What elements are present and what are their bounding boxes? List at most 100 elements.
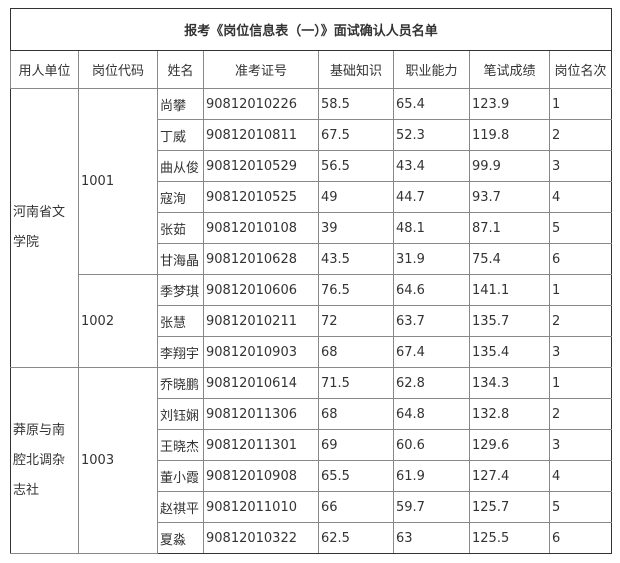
table-row: 王晓杰 90812011301 69 60.6 129.6 3 <box>11 429 613 461</box>
ability-cell: 60.6 <box>393 429 470 461</box>
rank-cell: 3 <box>548 429 613 461</box>
exam-id-cell: 90812011301 <box>203 429 319 461</box>
written-score-cell: 134.3 <box>469 367 550 399</box>
ability-cell: 63 <box>393 522 470 554</box>
ability-cell: 64.8 <box>393 398 470 430</box>
exam-id-cell: 90812010628 <box>203 243 319 275</box>
exam-id-cell: 90812011306 <box>203 398 319 430</box>
name-cell: 张茹 <box>157 212 204 244</box>
written-score-cell: 125.7 <box>469 491 550 523</box>
table-row: 甘海晶 90812010628 43.5 31.9 75.4 6 <box>11 243 613 275</box>
written-score-cell: 123.9 <box>469 88 550 120</box>
written-score-cell: 135.7 <box>469 305 550 337</box>
written-score-cell: 119.8 <box>469 119 550 151</box>
table-row: 张慧 90812010211 72 63.7 135.7 2 <box>11 305 613 337</box>
name-cell: 董小霞 <box>157 460 204 492</box>
rank-cell: 5 <box>548 212 613 244</box>
candidate-table: 报考《岗位信息表（一）》面试确认人员名单 用人单位 岗位代码 姓名 准考证号 基础知识职… <box>9 8 613 554</box>
written-score-cell: 87.1 <box>469 212 550 244</box>
name-cell: 张慧 <box>157 305 204 337</box>
ability-cell: 59.7 <box>393 491 470 523</box>
rank-cell: 1 <box>548 367 613 399</box>
ability-cell: 65.4 <box>393 88 470 120</box>
name-cell: 夏淼 <box>157 522 204 554</box>
rank-cell: 5 <box>548 491 613 523</box>
basic-knowledge-cell: 62.5 <box>318 522 394 554</box>
ability-cell: 31.9 <box>393 243 470 275</box>
name-cell: 寇洵 <box>157 181 204 213</box>
name-cell: 王晓杰 <box>157 429 204 461</box>
ability-cell: 62.8 <box>393 367 470 399</box>
exam-id-cell: 90812010903 <box>203 336 319 368</box>
unit-cell: 河南省文学院 <box>10 88 79 368</box>
table-row: 莽原与南腔北调杂志社 1003 乔晓鹏 90812010614 71.5 62.8 134.… <box>10 367 613 554</box>
written-score-cell: 132.8 <box>469 398 550 430</box>
exam-id-cell: 90812010226 <box>203 88 319 120</box>
name-cell: 赵祺平 <box>157 491 204 523</box>
table-title: 报考《岗位信息表（一）》面试确认人员名单 <box>9 8 613 51</box>
written-score-cell: 127.4 <box>469 460 550 492</box>
ability-cell: 43.4 <box>393 150 470 182</box>
name-cell: 乔晓鹏 <box>157 367 204 399</box>
name-cell: 甘海晶 <box>157 243 204 275</box>
exam-id-cell: 90812010108 <box>203 212 319 244</box>
basic-knowledge-cell: 66 <box>318 491 394 523</box>
column-header: 岗位代码 <box>78 50 158 89</box>
position-code-cell: 1002 <box>78 274 158 368</box>
basic-knowledge-cell: 76.5 <box>318 274 394 306</box>
exam-id-cell: 90812010525 <box>203 181 319 213</box>
rank-cell: 6 <box>548 522 613 554</box>
column-header: 职业能力 <box>393 50 470 89</box>
basic-knowledge-cell: 56.5 <box>318 150 394 182</box>
exam-id-cell: 90812011010 <box>203 491 319 523</box>
name-cell: 李翔宇 <box>157 336 204 368</box>
table-row: 夏淼 90812010322 62.5 63 125.5 6 <box>11 522 613 554</box>
basic-knowledge-cell: 69 <box>318 429 394 461</box>
basic-knowledge-cell: 71.5 <box>318 367 394 399</box>
exam-id-cell: 90812010606 <box>203 274 319 306</box>
rank-cell: 2 <box>548 398 613 430</box>
column-header: 基础知识 <box>318 50 394 89</box>
table-row: 曲从俊 90812010529 56.5 43.4 99.9 3 <box>11 150 613 182</box>
rank-cell: 2 <box>548 119 613 151</box>
basic-knowledge-cell: 58.5 <box>318 88 394 120</box>
rank-cell: 2 <box>548 305 613 337</box>
rank-cell: 3 <box>548 336 613 368</box>
exam-id-cell: 90812010614 <box>203 367 319 399</box>
ability-cell: 63.7 <box>393 305 470 337</box>
rank-cell: 1 <box>548 88 613 120</box>
table-row: 刘钰娴 90812011306 68 64.8 132.8 2 <box>11 398 613 430</box>
column-header: 准考证号 <box>203 50 319 89</box>
written-score-cell: 75.4 <box>469 243 550 275</box>
rank-cell: 4 <box>548 181 613 213</box>
written-score-cell: 141.1 <box>469 274 550 306</box>
ability-cell: 64.6 <box>393 274 470 306</box>
ability-cell: 61.9 <box>393 460 470 492</box>
ability-cell: 52.3 <box>393 119 470 151</box>
name-cell: 季梦琪 <box>157 274 204 306</box>
table-row: 张茹 90812010108 39 48.1 87.1 5 <box>11 212 613 244</box>
name-cell: 刘钰娴 <box>157 398 204 430</box>
rank-cell: 4 <box>548 460 613 492</box>
basic-knowledge-cell: 39 <box>318 212 394 244</box>
basic-knowledge-cell: 67.5 <box>318 119 394 151</box>
position-code-cell: 1003 <box>78 367 158 554</box>
basic-knowledge-cell: 43.5 <box>318 243 394 275</box>
name-cell: 曲从俊 <box>157 150 204 182</box>
exam-id-cell: 90812010211 <box>203 305 319 337</box>
exam-id-cell: 90812010322 <box>203 522 319 554</box>
written-score-cell: 129.6 <box>469 429 550 461</box>
unit-cell: 莽原与南腔北调杂志社 <box>10 367 79 554</box>
rank-cell: 3 <box>548 150 613 182</box>
table-row: 丁威 90812010811 67.5 52.3 119.8 2 <box>11 119 613 151</box>
column-header: 笔试成绩 <box>469 50 550 89</box>
ability-cell: 44.7 <box>393 181 470 213</box>
exam-id-cell: 90812010908 <box>203 460 319 492</box>
written-score-cell: 125.5 <box>469 522 550 554</box>
basic-knowledge-cell: 68 <box>318 398 394 430</box>
rank-cell: 1 <box>548 274 613 306</box>
exam-id-cell: 90812010811 <box>203 119 319 151</box>
written-score-cell: 135.4 <box>469 336 550 368</box>
column-header: 岗位名次 <box>548 50 613 89</box>
ability-cell: 67.4 <box>393 336 470 368</box>
